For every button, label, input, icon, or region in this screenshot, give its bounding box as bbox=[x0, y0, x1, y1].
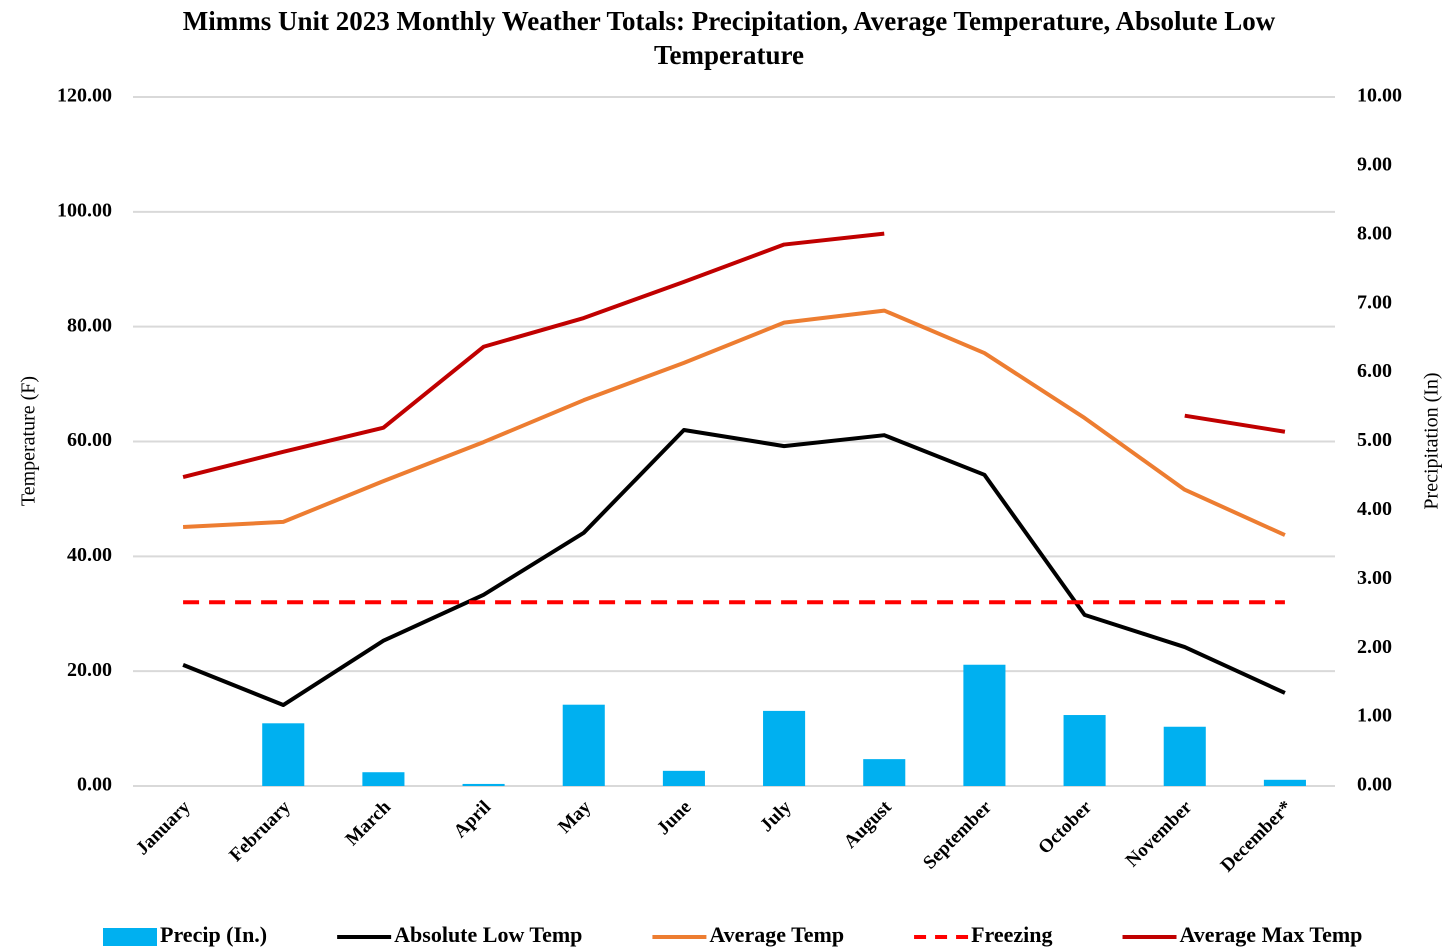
line-series bbox=[182, 231, 1286, 480]
x-tick-label: October bbox=[1034, 796, 1096, 858]
y2-tick-label: 4.00 bbox=[1357, 498, 1392, 520]
y2-tick-label: 2.00 bbox=[1357, 636, 1392, 658]
bar bbox=[1063, 715, 1106, 786]
bar bbox=[763, 710, 806, 786]
legend-item: Absolute Low Temp bbox=[337, 922, 582, 947]
bar bbox=[1163, 726, 1206, 786]
line-series bbox=[182, 428, 1286, 708]
legend-label: Freezing bbox=[971, 922, 1052, 947]
bar bbox=[1263, 779, 1306, 786]
y2-tick-label: 5.00 bbox=[1357, 429, 1392, 451]
legend-label: Precip (In.) bbox=[160, 922, 267, 947]
y-tick-label: 60.00 bbox=[67, 429, 112, 451]
legend-label: Absolute Low Temp bbox=[394, 922, 582, 947]
legend-swatch bbox=[103, 928, 157, 946]
legend: Precip (In.) Absolute Low Temp Average Tem… bbox=[103, 922, 1362, 947]
bar bbox=[963, 664, 1006, 786]
bar bbox=[362, 772, 405, 786]
x-tick-label: May bbox=[554, 796, 595, 837]
legend-item: Precip (In.) bbox=[103, 922, 267, 947]
y-tick-label: 40.00 bbox=[67, 544, 112, 566]
legend-item: Freezing bbox=[914, 922, 1053, 947]
y2-tick-label: 6.00 bbox=[1357, 360, 1392, 382]
y-tick-label: 80.00 bbox=[67, 314, 112, 336]
x-tick-label: April bbox=[450, 797, 495, 842]
y2-tick-label: 10.00 bbox=[1357, 85, 1402, 107]
y-axis-title: Temperature (F) bbox=[18, 376, 40, 506]
x-tick-label: March bbox=[342, 796, 396, 850]
bar bbox=[562, 704, 605, 786]
x-tick-label: July bbox=[756, 796, 796, 836]
x-tick-label: January bbox=[132, 796, 195, 859]
x-tick-label: February bbox=[225, 796, 295, 866]
x-tick-label: December* bbox=[1217, 797, 1297, 877]
y-tick-label: 20.00 bbox=[67, 659, 112, 681]
line-series bbox=[182, 308, 1286, 537]
y2-tick-label: 7.00 bbox=[1357, 291, 1392, 313]
y2-tick-label: 3.00 bbox=[1357, 567, 1392, 589]
y2-axis-title: Precipitation (In) bbox=[1421, 372, 1443, 509]
legend-label: Average Temp bbox=[709, 922, 844, 947]
y-tick-label: 120.00 bbox=[57, 85, 112, 107]
x-tick-label: August bbox=[840, 796, 896, 852]
x-tick-label: September bbox=[919, 796, 996, 873]
bar bbox=[262, 723, 305, 786]
y2-tick-label: 9.00 bbox=[1357, 153, 1392, 175]
y2-tick-label: 8.00 bbox=[1357, 222, 1392, 244]
legend-label: Average Max Temp bbox=[1180, 922, 1363, 947]
y-tick-label: 100.00 bbox=[57, 199, 112, 221]
y2-tick-label: 1.00 bbox=[1357, 705, 1392, 727]
y-tick-label: 0.00 bbox=[77, 774, 112, 796]
legend-item: Average Temp bbox=[652, 922, 844, 947]
bar bbox=[863, 759, 906, 786]
x-tick-label: June bbox=[653, 797, 695, 839]
bar bbox=[462, 783, 505, 786]
legend-item: Average Max Temp bbox=[1122, 922, 1363, 947]
y2-tick-label: 0.00 bbox=[1357, 774, 1392, 796]
chart-title: Mimms Unit 2023 Monthly Weather Totals: … bbox=[182, 6, 1276, 70]
x-tick-label: November bbox=[1122, 796, 1197, 871]
bar bbox=[662, 770, 705, 786]
